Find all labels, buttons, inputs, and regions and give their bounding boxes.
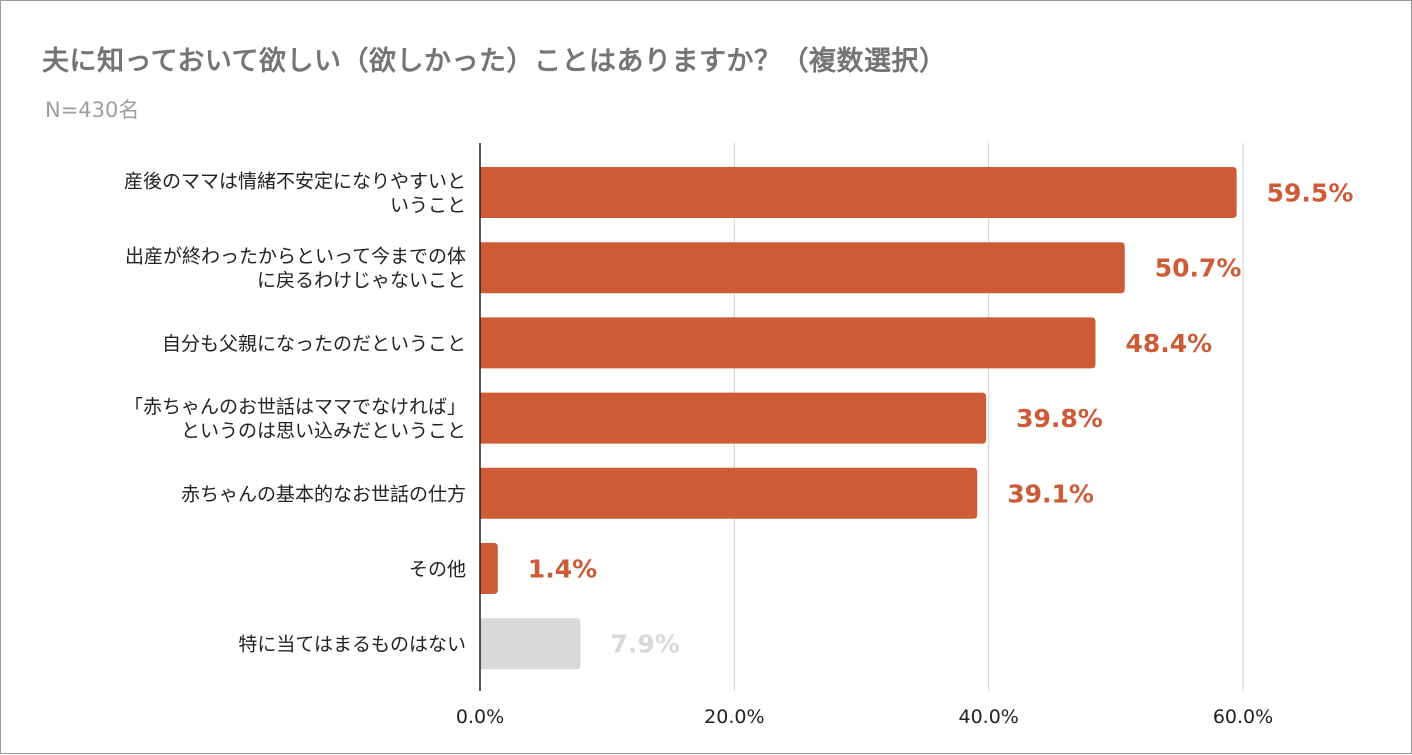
category-label: その他 [409, 559, 466, 581]
data-label: 50.7% [1155, 254, 1242, 283]
category-label: 産後のママは情緒不安定になりやすいと [124, 171, 466, 193]
data-label: 7.9% [610, 630, 679, 659]
data-label: 48.4% [1125, 329, 1212, 358]
x-tick-label: 0.0% [456, 706, 504, 728]
category-label: いうこと [390, 195, 466, 217]
x-tick-label: 60.0% [1213, 706, 1273, 728]
category-label: というのは思い込みだということ [181, 420, 466, 442]
data-label: 39.8% [1016, 404, 1103, 433]
category-label: 赤ちゃんの基本的なお世話の仕方 [181, 483, 466, 505]
bar [480, 317, 1096, 369]
bar [480, 618, 581, 670]
x-tick-label: 40.0% [958, 706, 1018, 728]
data-label: 1.4% [528, 555, 597, 584]
bar [480, 392, 987, 444]
bar [480, 167, 1237, 218]
chart-title: 夫に知っておいて欲しい（欲しかった）ことはありますか？（複数選択） [42, 46, 947, 77]
category-label: 特に当てはまるものはない [238, 634, 466, 656]
data-label: 39.1% [1007, 479, 1094, 508]
category-label: 自分も父親になったのだということ [162, 333, 466, 355]
category-label: 出産が終わったからといって今までの体 [125, 246, 466, 268]
chart-subtitle: N=430名 [45, 98, 140, 122]
category-label: 「赤ちゃんのお世話はママでなければ」 [124, 396, 466, 418]
bar [480, 543, 498, 594]
bar [480, 467, 978, 519]
bar [480, 242, 1125, 294]
data-label: 59.5% [1267, 179, 1354, 208]
x-tick-label: 20.0% [704, 706, 764, 728]
category-label: に戻るわけじゃないこと [257, 270, 466, 292]
